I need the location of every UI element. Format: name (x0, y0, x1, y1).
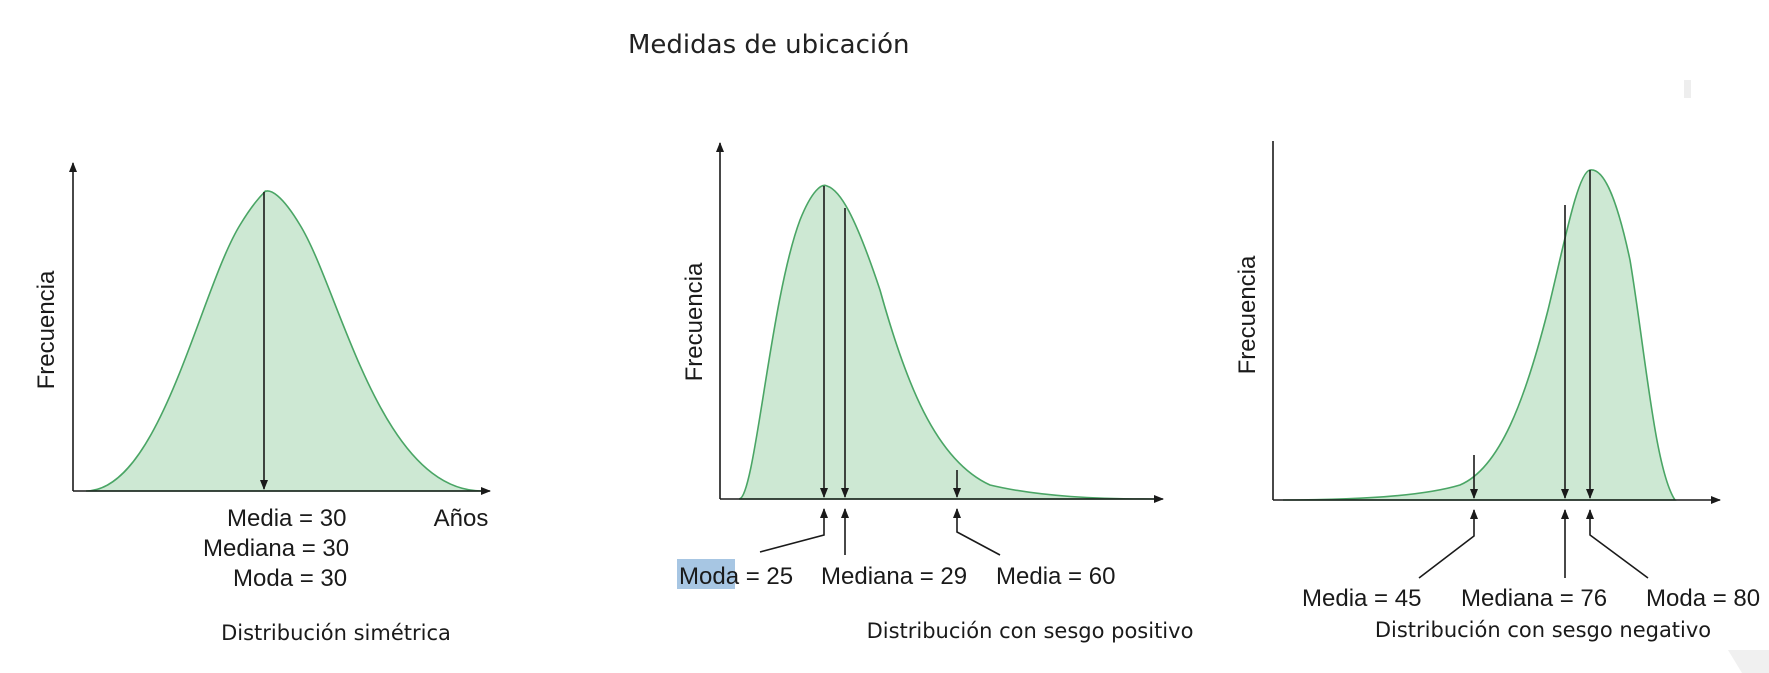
measure-label: Mediana = 29 (821, 563, 967, 590)
positive-skew-curve (738, 184, 1156, 500)
measure-label: Mediana = 76 (1461, 585, 1607, 612)
text-highlight (677, 559, 735, 589)
panel-positive-skew: Frecuencia Moda = 25 Mediana = 29 Media … (677, 142, 1194, 643)
symmetric-curve (85, 190, 483, 492)
mode-pointer (1586, 509, 1649, 579)
panel-caption: Distribución simétrica (221, 621, 451, 645)
panel-caption: Distribución con sesgo negativo (1375, 618, 1711, 642)
measure-label: Moda = 30 (233, 565, 347, 592)
mean-pointer (1418, 509, 1478, 579)
y-axis-label: Frecuencia (33, 270, 60, 389)
x-axis-label: Años (434, 505, 489, 532)
measure-label: Media = 60 (996, 563, 1115, 590)
negative-skew-curve (1282, 169, 1677, 501)
scan-artifact (1684, 80, 1691, 98)
highlighted-word: Moda (679, 563, 740, 590)
y-axis-label: Frecuencia (681, 262, 708, 381)
y-axis-label: Frecuencia (1234, 255, 1261, 374)
mode-pointer (759, 508, 828, 553)
mean-pointer (953, 508, 1001, 556)
panel-caption: Distribución con sesgo positivo (867, 619, 1194, 643)
measure-label: Mediana = 30 (203, 535, 349, 562)
measure-label: Media = 45 (1302, 585, 1421, 612)
measure-label: Moda = 80 (1646, 585, 1760, 612)
measure-label: Media = 30 (227, 505, 346, 532)
measure-value: = 25 (739, 563, 793, 590)
panel-symmetric: Frecuencia Años Media = 30 Mediana = 30 … (33, 162, 491, 645)
scan-artifact (1728, 650, 1769, 673)
page-title: Medidas de ubicación (628, 30, 910, 60)
panel-negative-skew: Frecuencia Media = 45 Mediana = 76 Moda … (1234, 141, 1760, 642)
measure-label: Moda = 25 (679, 563, 793, 590)
